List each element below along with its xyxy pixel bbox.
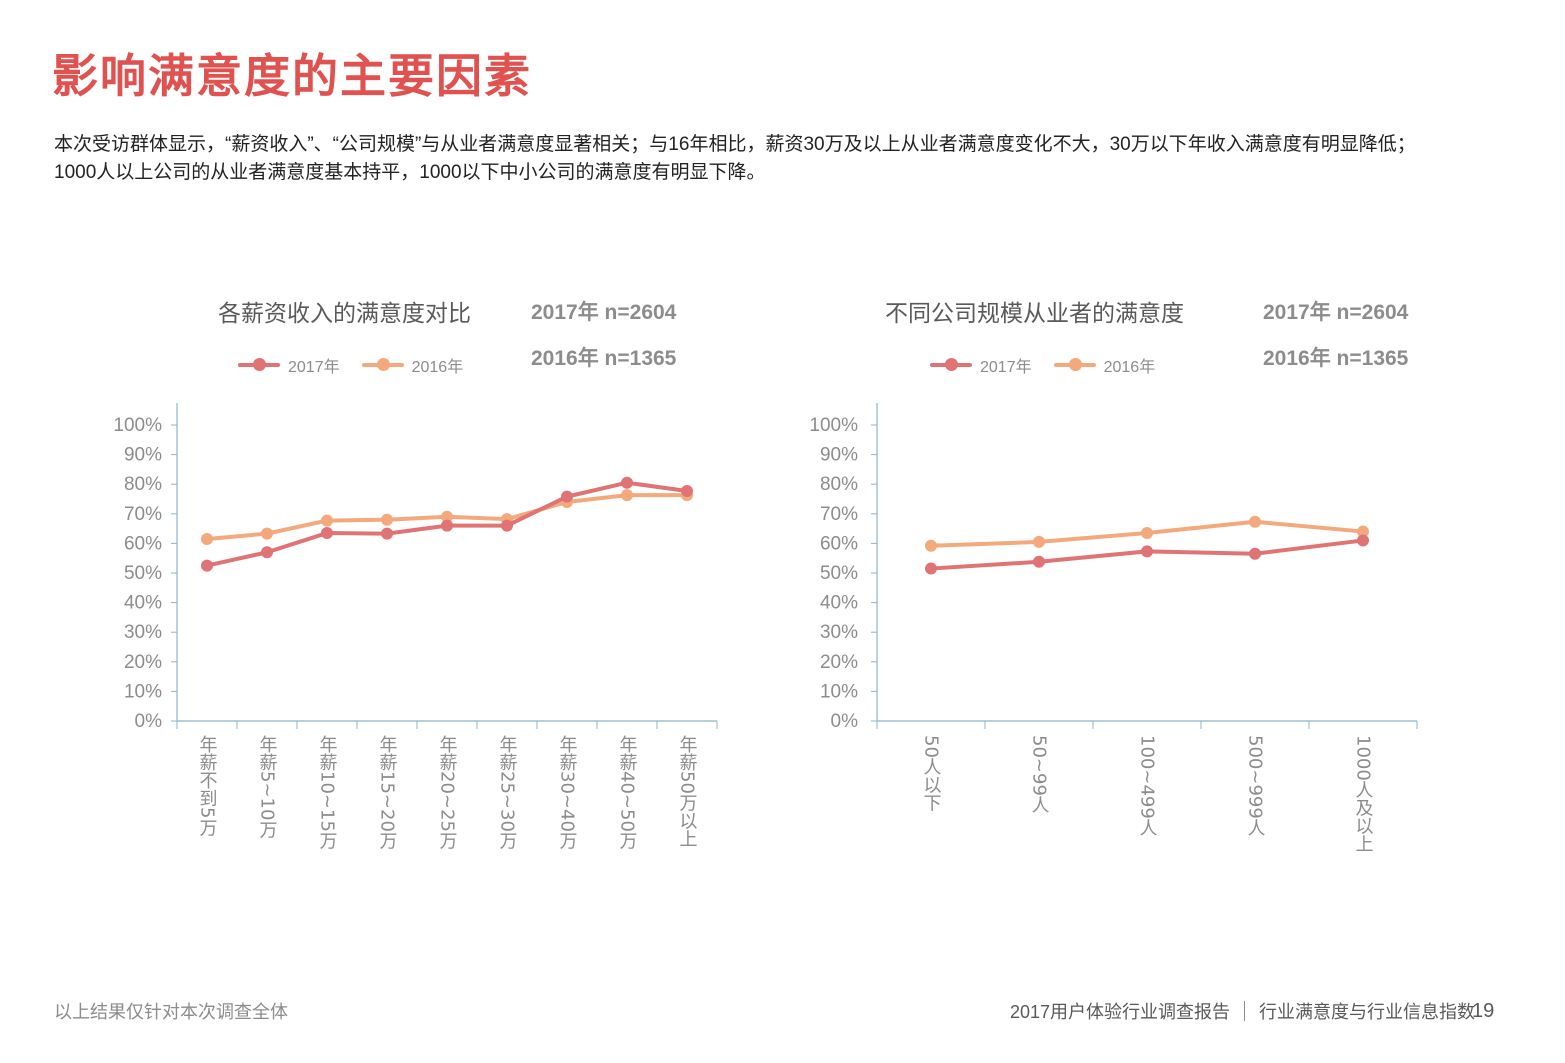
legend-line-marker-icon: [361, 358, 404, 371]
legend-line-marker-icon: [930, 358, 972, 371]
legend-line-marker-icon: [238, 358, 280, 371]
data-point-2016: [1249, 515, 1261, 528]
data-point-2017: [321, 527, 333, 540]
chart-2-sample-2016: 2016年 n=1365: [1263, 347, 1409, 370]
x-category-label: 年薪15~20万: [377, 735, 398, 850]
x-category-label: 年薪10~15万: [317, 735, 338, 850]
chart-1-sample-2017: 2017年 n=2604: [531, 301, 677, 324]
x-category-label: 50~99人: [1029, 735, 1050, 814]
data-point-2016: [1357, 525, 1369, 538]
y-tick-label: 80%: [124, 474, 162, 495]
y-tick-label: 50%: [124, 563, 162, 584]
data-point-2017: [1249, 547, 1261, 560]
page-title: 影响满意度的主要因素: [52, 50, 532, 102]
data-point-2017: [561, 490, 573, 503]
data-point-2017: [201, 559, 213, 572]
chart-2-legend: 2017年 2016年: [930, 353, 1177, 377]
chart-1-title: 各薪资收入的满意度对比: [218, 300, 471, 326]
y-tick-label: 20%: [820, 652, 858, 673]
data-point-2016: [261, 527, 273, 540]
x-category-label: 年薪20~25万: [437, 735, 458, 850]
data-point-2016: [321, 514, 333, 527]
y-tick-label: 0%: [831, 711, 859, 732]
y-tick-label: 70%: [124, 504, 162, 525]
x-category-label: 年薪30~40万: [557, 735, 578, 850]
x-category-label: 50人以下: [921, 735, 942, 812]
legend-line-marker-icon: [1053, 358, 1096, 371]
y-tick-label: 80%: [820, 474, 858, 495]
y-tick-label: 30%: [820, 622, 858, 643]
data-point-2017: [501, 519, 513, 532]
data-point-2017: [1141, 545, 1153, 558]
y-tick-label: 70%: [820, 504, 858, 525]
y-tick-label: 40%: [820, 593, 858, 614]
data-point-2017: [1033, 555, 1045, 568]
data-point-2017: [441, 519, 453, 532]
data-point-2017: [681, 485, 693, 498]
footer-report-title: 2017用户体验行业调查报告: [1009, 1002, 1230, 1022]
y-tick-label: 10%: [820, 681, 858, 702]
y-tick-label: 30%: [124, 622, 162, 643]
legend-label: 2016年: [411, 359, 464, 376]
x-category-label: 年薪5~10万: [257, 735, 278, 839]
x-category-label: 1000人及以上: [1353, 735, 1374, 853]
footer-divider: [1244, 1001, 1245, 1021]
chart-1-sample-2016: 2016年 n=1365: [531, 347, 677, 370]
x-category-label: 500~999人: [1245, 735, 1266, 837]
data-point-2016: [201, 532, 213, 545]
data-point-2017: [1357, 534, 1369, 547]
data-point-2016: [1033, 535, 1045, 548]
x-category-label: 年薪不到5万: [197, 735, 218, 837]
footer-note: 以上结果仅针对本次调查全体: [54, 1002, 288, 1022]
legend-item-2017: 2017年: [238, 353, 340, 377]
legend-item-2017: 2017年: [930, 353, 1032, 377]
legend-label: 2016年: [1103, 359, 1156, 376]
x-category-label: 年薪25~30万: [497, 735, 518, 850]
footer-report-info: 2017用户体验行业调查报告 行业满意度与行业信息指数: [1010, 1000, 1475, 1024]
y-tick-label: 10%: [124, 681, 162, 702]
chart-1-legend: 2017年 2016年: [238, 353, 485, 377]
footer-section: 行业满意度与行业信息指数: [1259, 1002, 1475, 1022]
data-point-2016: [441, 510, 453, 523]
data-point-2016: [381, 513, 393, 526]
legend-item-2016: 2016年: [1053, 353, 1156, 377]
data-point-2016: [1141, 527, 1153, 540]
legend-label: 2017年: [288, 359, 340, 376]
chart-2-title: 不同公司规模从业者的满意度: [885, 300, 1184, 326]
x-category-label: 100~499人: [1137, 735, 1158, 837]
data-point-2017: [381, 527, 393, 540]
y-tick-label: 60%: [124, 533, 162, 554]
y-tick-label: 100%: [113, 415, 162, 436]
y-tick-label: 0%: [135, 711, 163, 732]
intro-paragraph: 本次受访群体显示，“薪资收入”、“公司规模”与从业者满意度显著相关；与16年相比…: [54, 134, 1416, 183]
chart-2-sample-2017: 2017年 n=2604: [1263, 301, 1409, 324]
y-tick-label: 60%: [820, 533, 858, 554]
data-point-2017: [621, 476, 633, 489]
x-category-label: 年薪40~50万: [617, 735, 638, 850]
x-category-label: 年薪50万以上: [677, 735, 698, 848]
page-number: 19: [1472, 1000, 1495, 1022]
data-point-2017: [925, 562, 937, 575]
legend-label: 2017年: [980, 359, 1032, 376]
y-tick-label: 90%: [820, 445, 858, 466]
y-tick-label: 20%: [124, 652, 162, 673]
y-tick-label: 100%: [809, 415, 858, 436]
y-tick-label: 90%: [124, 445, 162, 466]
data-point-2016: [621, 489, 633, 502]
data-point-2016: [925, 539, 937, 552]
y-tick-label: 50%: [820, 563, 858, 584]
y-tick-label: 40%: [124, 593, 162, 614]
legend-item-2016: 2016年: [361, 353, 464, 377]
data-point-2017: [261, 546, 273, 559]
